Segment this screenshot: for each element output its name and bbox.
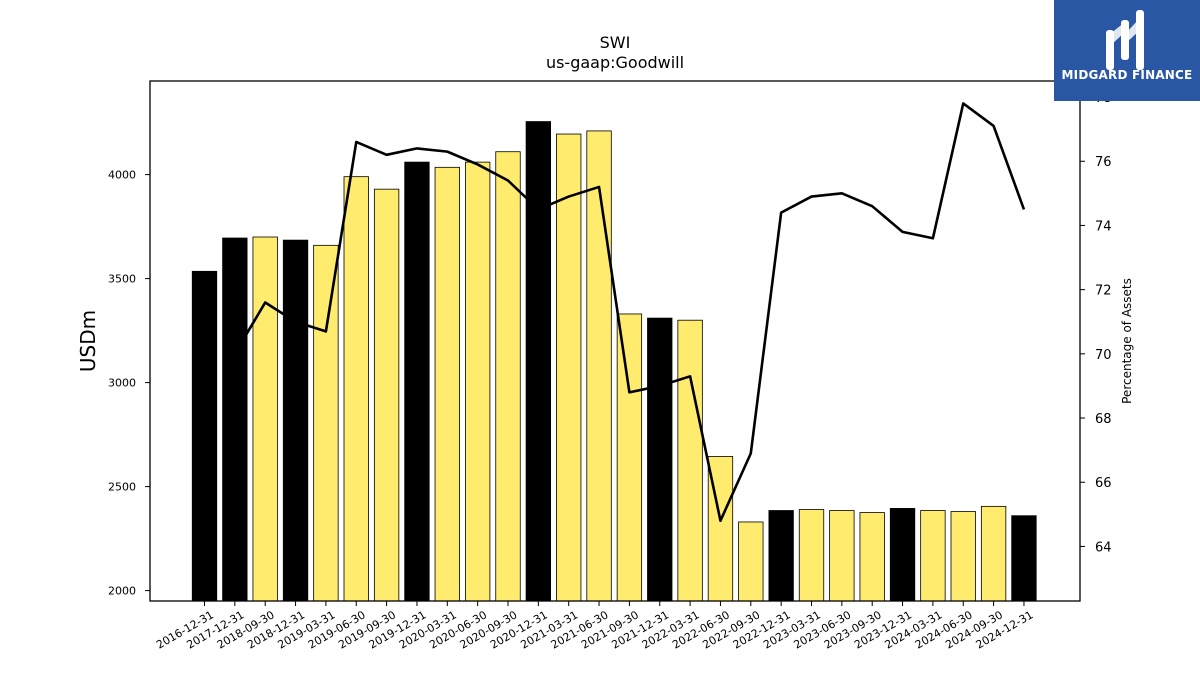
left-axis: 2000 2500 3000 3500 4000 [108, 169, 150, 598]
bar-2021-09-30 [616, 313, 643, 602]
y2-axis-label: Percentage of Assets [1120, 278, 1134, 404]
bar-2020-09-30 [495, 151, 521, 602]
y2-tick-label: 72 [1095, 284, 1112, 299]
bar-2020-12-31 [525, 121, 551, 602]
bar-2018-12-31 [282, 239, 309, 602]
bar-2023-12-31 [889, 508, 916, 602]
y-tick-label: 2500 [108, 481, 136, 494]
bar-2019-03-31 [313, 244, 339, 602]
y-tick-label: 3500 [108, 273, 136, 286]
y-tick-label: 3000 [108, 377, 136, 390]
y2-tick-label: 74 [1095, 219, 1112, 234]
y2-tick-label: 64 [1095, 540, 1112, 555]
bar-2020-03-31 [434, 166, 460, 602]
brand-name: MIDGARD FINANCE [1061, 68, 1193, 82]
y-axis-label: USDm [76, 310, 100, 372]
right-axis: 6466687072747678 [1080, 91, 1112, 555]
bar-2021-03-31 [556, 133, 582, 602]
bar-2024-12-31 [1011, 515, 1037, 602]
bar-2018-09-30 [252, 236, 278, 602]
x-axis: 2016-12-312017-12-312018-09-302018-12-31… [154, 601, 1035, 652]
line-series [233, 102, 1026, 523]
y2-tick-label: 76 [1095, 155, 1112, 170]
midgard-logo-icon [1106, 10, 1144, 70]
bar-2024-06-30 [950, 511, 976, 602]
y2-tick-label: 70 [1095, 348, 1112, 363]
chart-subtitle: us-gaap:Goodwill [546, 53, 684, 72]
bar-2024-09-30 [980, 505, 1007, 602]
y2-tick-label: 68 [1095, 412, 1112, 427]
plot-frame [149, 80, 1081, 602]
bar-2024-03-31 [920, 510, 946, 602]
bar-2023-03-31 [798, 509, 825, 602]
chart-title: SWI [600, 33, 631, 52]
bar-2016-12-31 [191, 270, 218, 602]
bar-2020-06-30 [464, 161, 491, 602]
bar-2019-12-31 [404, 161, 430, 602]
y2-tick-label: 66 [1095, 476, 1112, 491]
bar-2019-09-30 [373, 188, 400, 602]
bar-series [191, 121, 1037, 602]
bar-2022-09-30 [738, 521, 764, 602]
bar-2017-12-31 [222, 237, 248, 602]
bar-2021-06-30 [586, 130, 612, 602]
bar-2023-09-30 [859, 512, 885, 602]
bar-2023-06-30 [829, 510, 855, 602]
brand-logo: MIDGARD FINANCE [1054, 0, 1200, 101]
y-tick-label: 4000 [108, 169, 136, 182]
bar-2022-03-31 [677, 319, 703, 602]
bar-2021-12-31 [647, 317, 673, 602]
bar-2019-06-30 [343, 176, 369, 602]
bar-2022-12-31 [768, 510, 794, 602]
y-tick-label: 2000 [108, 585, 136, 598]
